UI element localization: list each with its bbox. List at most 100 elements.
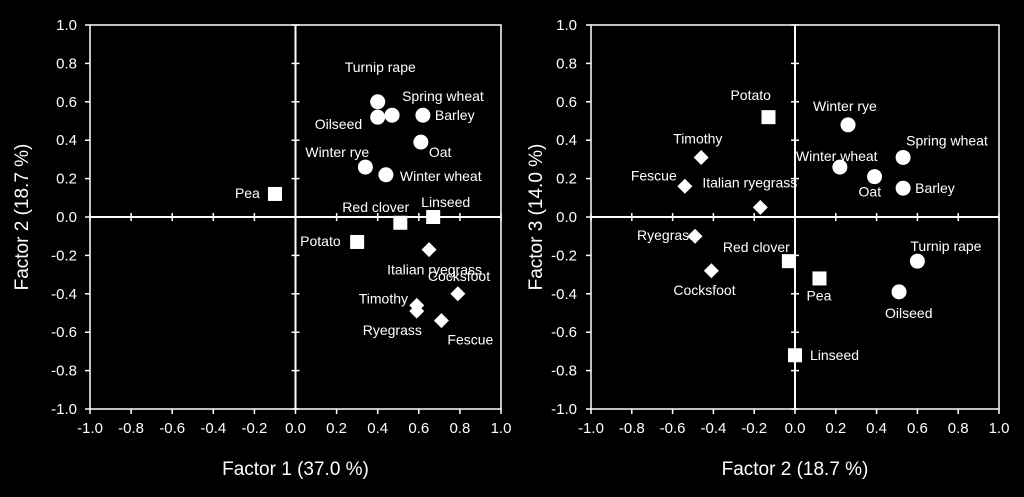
- point-label: Italian ryegrass: [702, 174, 797, 190]
- x-tick-label: 0.0: [285, 420, 306, 437]
- point-label: Fescue: [631, 167, 677, 183]
- point-label: Timothy: [359, 290, 408, 306]
- y-tick-label: -0.2: [51, 247, 77, 264]
- chart-panel-2: -1.0-1.0 -0.8 -0.8 -0.6 -0.6 -0.4 -0.4 -0.2 -0.2…: [526, 17, 1009, 480]
- point-label: Turnip rape: [910, 238, 981, 254]
- point-circle: [891, 284, 907, 300]
- x-tick-label: 0.2: [825, 420, 846, 437]
- point-label: Spring wheat: [906, 132, 988, 148]
- point-circle: [867, 169, 883, 185]
- point-label: Timothy: [673, 130, 722, 146]
- point-circle: [370, 94, 386, 110]
- x-tick-label: 0.2: [326, 420, 347, 437]
- point-circle: [415, 107, 431, 123]
- point-diamond: [703, 263, 719, 279]
- x-tick-label: 0.4: [866, 420, 887, 437]
- x-tick-label: 0.8: [948, 420, 969, 437]
- point-label: Linseed: [810, 347, 859, 363]
- chart-panel-1: -1.0-1.0 -0.8 -0.8 -0.6 -0.6 -0.4 -0.4 -0.2 -0.2…: [12, 17, 511, 480]
- x-axis-title: Factor 2 (18.7 %): [722, 459, 869, 480]
- y-tick-label: 0.0: [556, 209, 577, 226]
- x-tick-label: -0.4: [700, 420, 726, 437]
- point-label: Ryegrass: [637, 227, 696, 243]
- point-circle: [840, 117, 856, 133]
- y-tick-label: 0.4: [556, 132, 577, 149]
- point-circle: [357, 159, 373, 175]
- point-square: [393, 215, 408, 230]
- point-square: [267, 186, 282, 201]
- point-label: Winter rye: [305, 144, 369, 160]
- y-tick-label: -0.4: [51, 286, 77, 303]
- x-tick-label: 1.0: [491, 420, 512, 437]
- x-tick-label: 0.6: [907, 420, 928, 437]
- y-tick-label: 1.0: [556, 17, 577, 34]
- y-axis-title: Factor 3 (14.0 %): [526, 144, 547, 291]
- y-tick-label: -0.4: [551, 286, 577, 303]
- x-tick-label: -1.0: [77, 420, 103, 437]
- point-label: Barley: [435, 107, 475, 123]
- x-tick-label: 0.6: [408, 420, 429, 437]
- y-tick-label: 0.4: [56, 132, 77, 149]
- point-label: Barley: [915, 180, 955, 196]
- x-tick-label: -1.0: [578, 420, 604, 437]
- point-square: [426, 210, 441, 224]
- y-tick-label: 1.0: [56, 17, 77, 34]
- y-tick-label: 0.8: [556, 55, 577, 72]
- x-tick-label: -0.2: [241, 420, 267, 437]
- point-label: Pea: [806, 287, 831, 303]
- point-label: Winter wheat: [400, 168, 482, 184]
- x-tick-label: -0.6: [159, 420, 185, 437]
- point-square: [781, 254, 796, 269]
- point-label: Winter rye: [813, 98, 877, 114]
- x-tick-label: 0.0: [785, 420, 806, 437]
- point-label: Fescue: [447, 332, 493, 348]
- y-tick-label: -0.6: [551, 324, 577, 341]
- point-label: Winter wheat: [796, 148, 878, 164]
- y-tick-label: -1.0: [51, 401, 77, 418]
- point-label: Spring wheat: [402, 88, 484, 104]
- x-tick-label: -0.8: [118, 420, 144, 437]
- point-diamond: [450, 286, 466, 302]
- point-label: Italian ryegrass: [387, 262, 482, 278]
- x-tick-label: -0.4: [200, 420, 226, 437]
- y-tick-label: 0.2: [556, 171, 577, 188]
- point-square: [812, 271, 827, 286]
- point-label: Potato: [730, 87, 771, 103]
- point-label: Oat: [859, 184, 882, 200]
- point-label: Turnip rape: [345, 59, 416, 75]
- point-diamond: [409, 303, 425, 319]
- point-diamond: [677, 178, 693, 194]
- point-circle: [384, 107, 400, 123]
- y-tick-label: 0.0: [56, 209, 77, 226]
- point-label: Cocksfoot: [428, 268, 490, 284]
- y-tick-label: -0.8: [51, 363, 77, 380]
- point-label: Red clover: [723, 239, 790, 255]
- point-square: [350, 234, 365, 249]
- point-circle: [832, 159, 848, 175]
- point-label: Red clover: [342, 199, 409, 215]
- x-tick-label: 0.4: [367, 420, 388, 437]
- point-diamond: [433, 313, 449, 329]
- point-circle: [895, 149, 911, 165]
- point-label: Potato: [300, 233, 341, 249]
- point-label: Ryegrass: [363, 322, 422, 338]
- y-tick-label: -0.8: [551, 363, 577, 380]
- point-diamond: [693, 149, 709, 165]
- point-label: Linseed: [421, 194, 470, 210]
- y-axis-title: Factor 2 (18.7 %): [12, 144, 33, 291]
- y-tick-label: -0.2: [551, 247, 577, 264]
- y-tick-label: 0.8: [56, 55, 77, 72]
- point-diamond: [687, 228, 703, 244]
- point-circle: [370, 109, 386, 125]
- point-circle: [909, 253, 925, 269]
- x-tick-label: 0.8: [449, 420, 470, 437]
- point-label: Oilseed: [315, 116, 362, 132]
- x-tick-label: -0.8: [619, 420, 645, 437]
- point-label: Cocksfoot: [673, 282, 735, 298]
- x-tick-label: -0.6: [660, 420, 686, 437]
- y-tick-label: -0.6: [51, 324, 77, 341]
- point-label: Pea: [235, 185, 260, 201]
- point-label: Oat: [429, 144, 452, 160]
- x-tick-label: 1.0: [989, 420, 1010, 437]
